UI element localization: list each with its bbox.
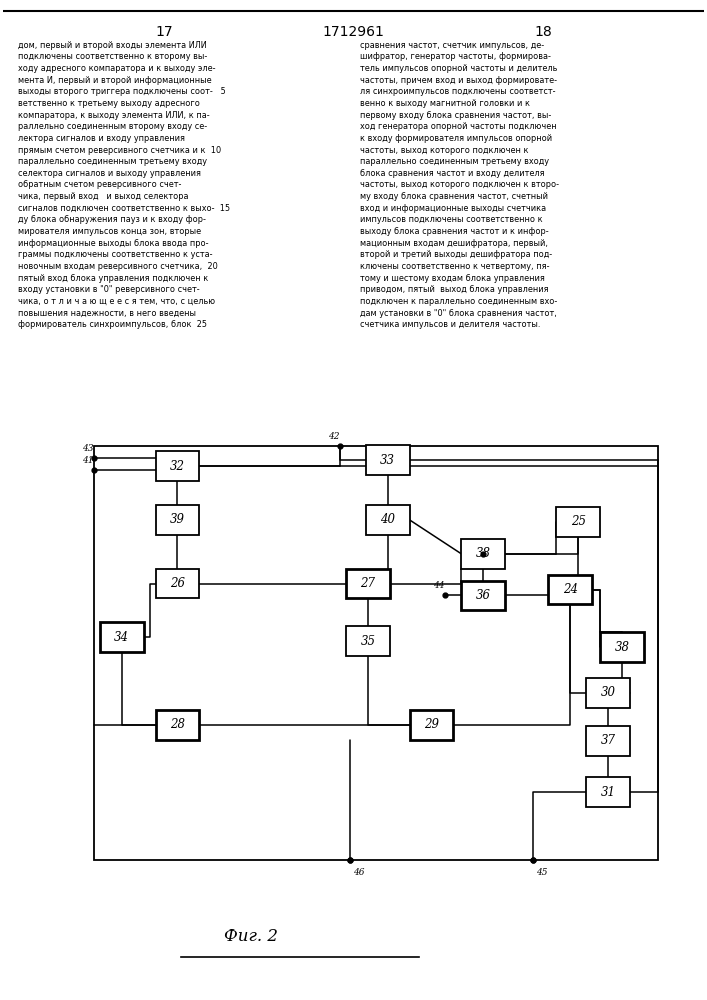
Text: 24: 24 bbox=[563, 583, 578, 596]
Text: 39: 39 bbox=[170, 513, 185, 526]
Bar bbox=[346, 569, 390, 598]
Text: 27: 27 bbox=[361, 577, 375, 590]
Text: 28: 28 bbox=[170, 718, 185, 731]
Text: 26: 26 bbox=[170, 577, 185, 590]
Bar bbox=[100, 622, 144, 652]
Bar bbox=[94, 446, 658, 860]
Text: 30: 30 bbox=[600, 686, 616, 699]
Bar bbox=[156, 451, 199, 481]
Text: 36: 36 bbox=[476, 589, 491, 602]
Bar bbox=[461, 539, 505, 569]
Bar bbox=[461, 581, 505, 610]
Bar bbox=[549, 575, 592, 604]
Text: 1712961: 1712961 bbox=[322, 25, 385, 39]
Bar bbox=[586, 777, 630, 807]
Text: сравнения частот, счетчик импульсов, де-
шифратор, генератор частоты, формирова-: сравнения частот, счетчик импульсов, де-… bbox=[360, 41, 559, 329]
Text: дом, первый и второй входы элемента ИЛИ
подключены соответственно к второму вы-
: дом, первый и второй входы элемента ИЛИ … bbox=[18, 41, 230, 329]
Text: 46: 46 bbox=[353, 868, 365, 877]
Bar bbox=[556, 507, 600, 537]
Text: 33: 33 bbox=[380, 454, 395, 467]
Text: 17: 17 bbox=[156, 25, 173, 39]
Bar bbox=[156, 505, 199, 535]
Text: 18: 18 bbox=[534, 25, 551, 39]
Bar bbox=[366, 445, 409, 475]
Text: 40: 40 bbox=[380, 513, 395, 526]
Text: 35: 35 bbox=[361, 635, 375, 648]
Text: 45: 45 bbox=[536, 868, 547, 877]
Text: 38: 38 bbox=[614, 641, 629, 654]
Text: 29: 29 bbox=[424, 718, 439, 731]
Bar bbox=[409, 710, 453, 740]
Bar bbox=[586, 678, 630, 708]
Bar bbox=[366, 505, 409, 535]
Text: 32: 32 bbox=[170, 460, 185, 473]
Bar bbox=[346, 626, 390, 656]
Text: 43: 43 bbox=[81, 444, 93, 453]
Text: Фиг. 2: Фиг. 2 bbox=[224, 928, 278, 945]
Bar bbox=[156, 569, 199, 598]
Bar bbox=[586, 726, 630, 756]
Bar bbox=[600, 632, 643, 662]
Text: 38: 38 bbox=[476, 547, 491, 560]
Text: 25: 25 bbox=[571, 515, 585, 528]
Text: 37: 37 bbox=[600, 734, 616, 747]
Text: 42: 42 bbox=[327, 432, 339, 441]
Bar bbox=[156, 710, 199, 740]
Text: 41: 41 bbox=[81, 456, 93, 465]
Text: 44: 44 bbox=[433, 581, 444, 590]
Text: 31: 31 bbox=[600, 786, 616, 799]
Text: 34: 34 bbox=[115, 631, 129, 644]
